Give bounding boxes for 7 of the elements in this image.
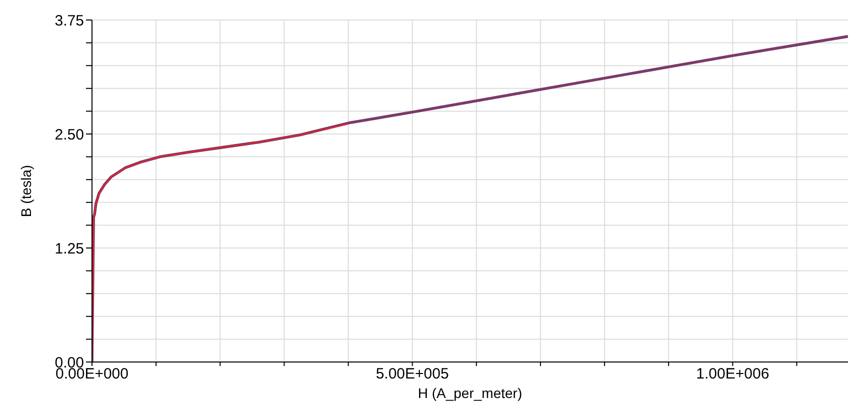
x-axis-title: H (A_per_meter) [418,385,522,401]
y-tick-label: 2.50 [54,126,84,144]
y-tick-label: 3.75 [54,12,84,30]
y-tick-label: 1.25 [54,240,84,258]
x-tick-label: 5.00E+005 [376,366,449,383]
x-tick-label: 1.00E+006 [696,366,770,383]
y-axis-title: B (tesla) [18,164,34,218]
